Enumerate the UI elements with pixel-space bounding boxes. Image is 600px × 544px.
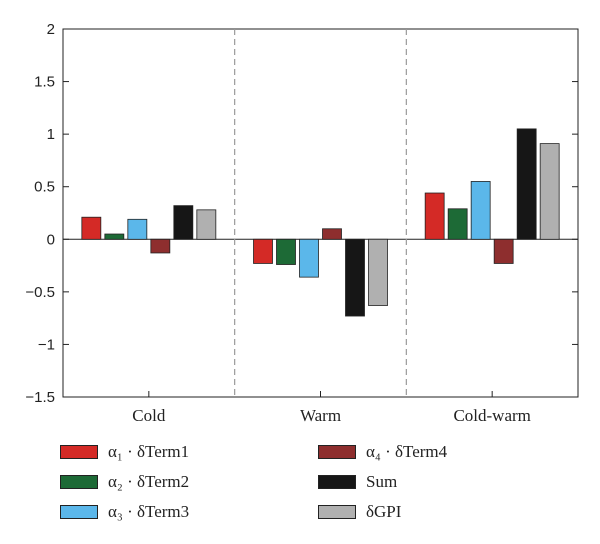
legend-label-term4: α₄ · δTerm4	[366, 442, 448, 461]
bar	[173, 205, 194, 240]
bar	[196, 209, 217, 240]
bar	[539, 143, 560, 240]
legend-swatch-term4	[318, 445, 356, 459]
legend-swatch-sum	[318, 475, 356, 489]
legend-item-term4: α₄ · δTerm4	[318, 440, 447, 464]
legend: α₁ · δTerm1 α₂ · δTerm2 α₃ · δTerm3 α₄ ·…	[60, 440, 580, 536]
legend-swatch-term3	[60, 505, 98, 519]
bar	[424, 192, 445, 240]
bar	[447, 208, 468, 240]
bar	[299, 238, 319, 278]
bar	[322, 228, 342, 240]
y-tick-label: 0	[47, 231, 55, 248]
plot-frame	[62, 28, 579, 398]
legend-label-sum: Sum	[366, 472, 398, 491]
y-tick-label: −1.5	[25, 389, 55, 406]
legend-item-dgpi: δGPI	[318, 500, 401, 524]
bar	[470, 181, 491, 240]
y-tick-label: 2	[47, 21, 55, 38]
chart: 2 1.5 1 0.5 0 −0.5 −1 −1.5 Cold Warm Cold-warm	[25, 21, 579, 425]
y-tick-label: 1	[47, 126, 55, 143]
y-tick-label: 0.5	[34, 179, 55, 196]
legend-swatch-dgpi	[318, 505, 356, 519]
legend-label-dgpi: δGPI	[366, 502, 402, 521]
y-tick-label: −0.5	[25, 284, 55, 301]
bar	[253, 238, 273, 264]
x-tick-label: Cold-warm	[453, 406, 530, 425]
legend-item-term3: α₃ · δTerm3	[60, 500, 189, 524]
bar	[368, 238, 388, 306]
legend-swatch-term1	[60, 445, 98, 459]
legend-item-term2: α₂ · δTerm2	[60, 470, 189, 494]
legend-item-term1: α₁ · δTerm1	[60, 440, 189, 464]
x-tick-label: Warm	[300, 406, 341, 425]
y-tick-label: 1.5	[34, 74, 55, 91]
legend-label-term2: α₂ · δTerm2	[108, 472, 190, 491]
bar	[516, 128, 537, 240]
bar	[81, 216, 102, 240]
bar	[104, 233, 125, 240]
bar	[127, 218, 148, 240]
legend-label-term3: α₃ · δTerm3	[108, 502, 190, 521]
legend-item-sum: Sum	[318, 470, 397, 494]
bar	[276, 238, 296, 265]
y-tick-label: −1	[38, 336, 55, 353]
bar	[345, 238, 365, 317]
legend-label-term1: α₁ · δTerm1	[108, 442, 190, 461]
bar	[493, 238, 514, 264]
x-tick-label: Cold	[132, 406, 166, 425]
legend-swatch-term2	[60, 475, 98, 489]
bar	[150, 238, 171, 254]
